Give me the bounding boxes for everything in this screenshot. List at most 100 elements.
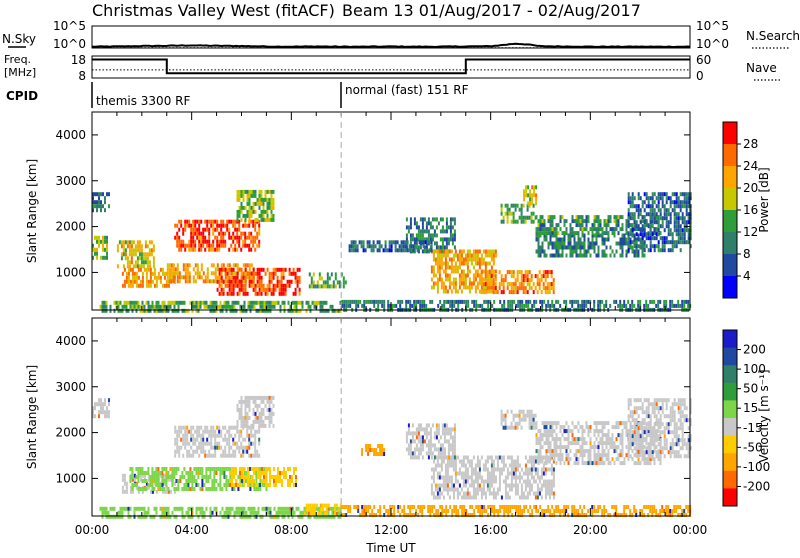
- heatmap-cell: [503, 480, 505, 484]
- heatmap-cell: [330, 305, 332, 309]
- heatmap-cell: [267, 190, 269, 194]
- heatmap-cell: [413, 304, 415, 308]
- heatmap-cell: [284, 511, 286, 515]
- heatmap-cell: [177, 483, 179, 487]
- heatmap-cell: [239, 288, 241, 292]
- heatmap-cell: [273, 272, 275, 276]
- heatmap-cell: [678, 204, 680, 208]
- heatmap-cell: [170, 301, 172, 305]
- heatmap-cell: [422, 217, 424, 221]
- heatmap-cell: [455, 250, 457, 254]
- heatmap-cell: [124, 478, 126, 482]
- heatmap-cell: [110, 515, 112, 519]
- heatmap-cell: [395, 244, 397, 248]
- heatmap-cell: [210, 426, 212, 430]
- nsearch-label: N.Search: [746, 29, 800, 43]
- heatmap-cell: [455, 460, 457, 464]
- heatmap-cell: [455, 472, 457, 476]
- heatmap-cell: [521, 492, 523, 496]
- heatmap-cell: [287, 479, 289, 483]
- heatmap-cell: [521, 488, 523, 492]
- heatmap-cell: [271, 416, 273, 420]
- heatmap-cell: [687, 509, 689, 513]
- heatmap-cell: [436, 217, 438, 221]
- heatmap-cell: [640, 232, 642, 236]
- heatmap-cell: [329, 276, 331, 280]
- heatmap-cell: [515, 460, 517, 464]
- heatmap-cell: [198, 224, 200, 228]
- heatmap-cell: [549, 480, 551, 484]
- heatmap-cell: [363, 244, 365, 248]
- heatmap-cell: [239, 408, 241, 412]
- heatmap-cell: [525, 185, 527, 189]
- heatmap-cell: [389, 248, 391, 252]
- range-tick-label: 2000: [55, 220, 86, 234]
- heatmap-cell: [507, 472, 509, 476]
- heatmap-cell: [538, 219, 540, 223]
- heatmap-cell: [457, 258, 459, 262]
- heatmap-cell: [190, 232, 192, 236]
- heatmap-cell: [357, 248, 359, 252]
- heatmap-cell: [543, 484, 545, 488]
- heatmap-cell: [387, 300, 389, 304]
- heatmap-cell: [104, 511, 106, 515]
- heatmap-cell: [525, 468, 527, 472]
- heatmap-cell: [688, 220, 690, 224]
- heatmap-cell: [253, 194, 255, 198]
- heatmap-cell: [523, 480, 525, 484]
- heatmap-cell: [419, 505, 421, 509]
- heatmap-cell: [269, 218, 271, 222]
- heatmap-cell: [186, 450, 188, 454]
- heatmap-cell: [204, 228, 206, 232]
- heatmap-cell: [552, 223, 554, 227]
- heatmap-cell: [477, 476, 479, 480]
- heatmap-cell: [215, 471, 217, 475]
- heatmap-cell: [443, 509, 445, 513]
- heatmap-cell: [222, 426, 224, 430]
- heatmap-cell: [265, 218, 267, 222]
- heatmap-cell: [558, 231, 560, 235]
- heatmap-cell: [375, 448, 377, 452]
- heatmap-cell: [432, 233, 434, 237]
- heatmap-cell: [437, 250, 439, 254]
- heatmap-cell: [126, 490, 128, 494]
- heatmap-cell: [244, 240, 246, 244]
- heatmap-cell: [676, 204, 678, 208]
- heatmap-cell: [489, 488, 491, 492]
- heatmap-cell: [515, 472, 517, 476]
- heatmap-cell: [533, 220, 535, 224]
- heatmap-cell: [104, 208, 106, 212]
- heatmap-cell: [671, 300, 673, 304]
- heatmap-cell: [441, 460, 443, 464]
- heatmap-cell: [308, 305, 310, 309]
- heatmap-cell: [176, 430, 178, 434]
- heatmap-cell: [433, 282, 435, 286]
- heatmap-cell: [499, 286, 501, 290]
- heatmap-cell: [243, 483, 245, 487]
- heatmap-cell: [184, 248, 186, 252]
- heatmap-cell: [551, 472, 553, 476]
- heatmap-cell: [161, 487, 163, 491]
- heatmap-cell: [228, 446, 230, 450]
- heatmap-cell: [554, 231, 556, 235]
- heatmap-cell: [200, 438, 202, 442]
- heatmap-cell: [243, 479, 245, 483]
- heatmap-cell: [517, 460, 519, 464]
- heatmap-cell: [646, 232, 648, 236]
- heatmap-cell: [535, 456, 537, 460]
- heatmap-cell: [503, 216, 505, 220]
- heatmap-cell: [349, 248, 351, 252]
- heatmap-cell: [537, 282, 539, 286]
- heatmap-cell: [224, 511, 226, 515]
- heatmap-cell: [166, 507, 168, 511]
- heatmap-cell: [256, 309, 258, 313]
- heatmap-cell: [442, 241, 444, 245]
- heatmap-cell: [428, 229, 430, 233]
- heatmap-cell: [555, 505, 557, 509]
- heatmap-cell: [440, 245, 442, 249]
- heatmap-cell: [232, 240, 234, 244]
- heatmap-cell: [463, 480, 465, 484]
- heatmap-cell: [662, 240, 664, 244]
- heatmap-cell: [201, 275, 203, 279]
- heatmap-cell: [633, 505, 635, 509]
